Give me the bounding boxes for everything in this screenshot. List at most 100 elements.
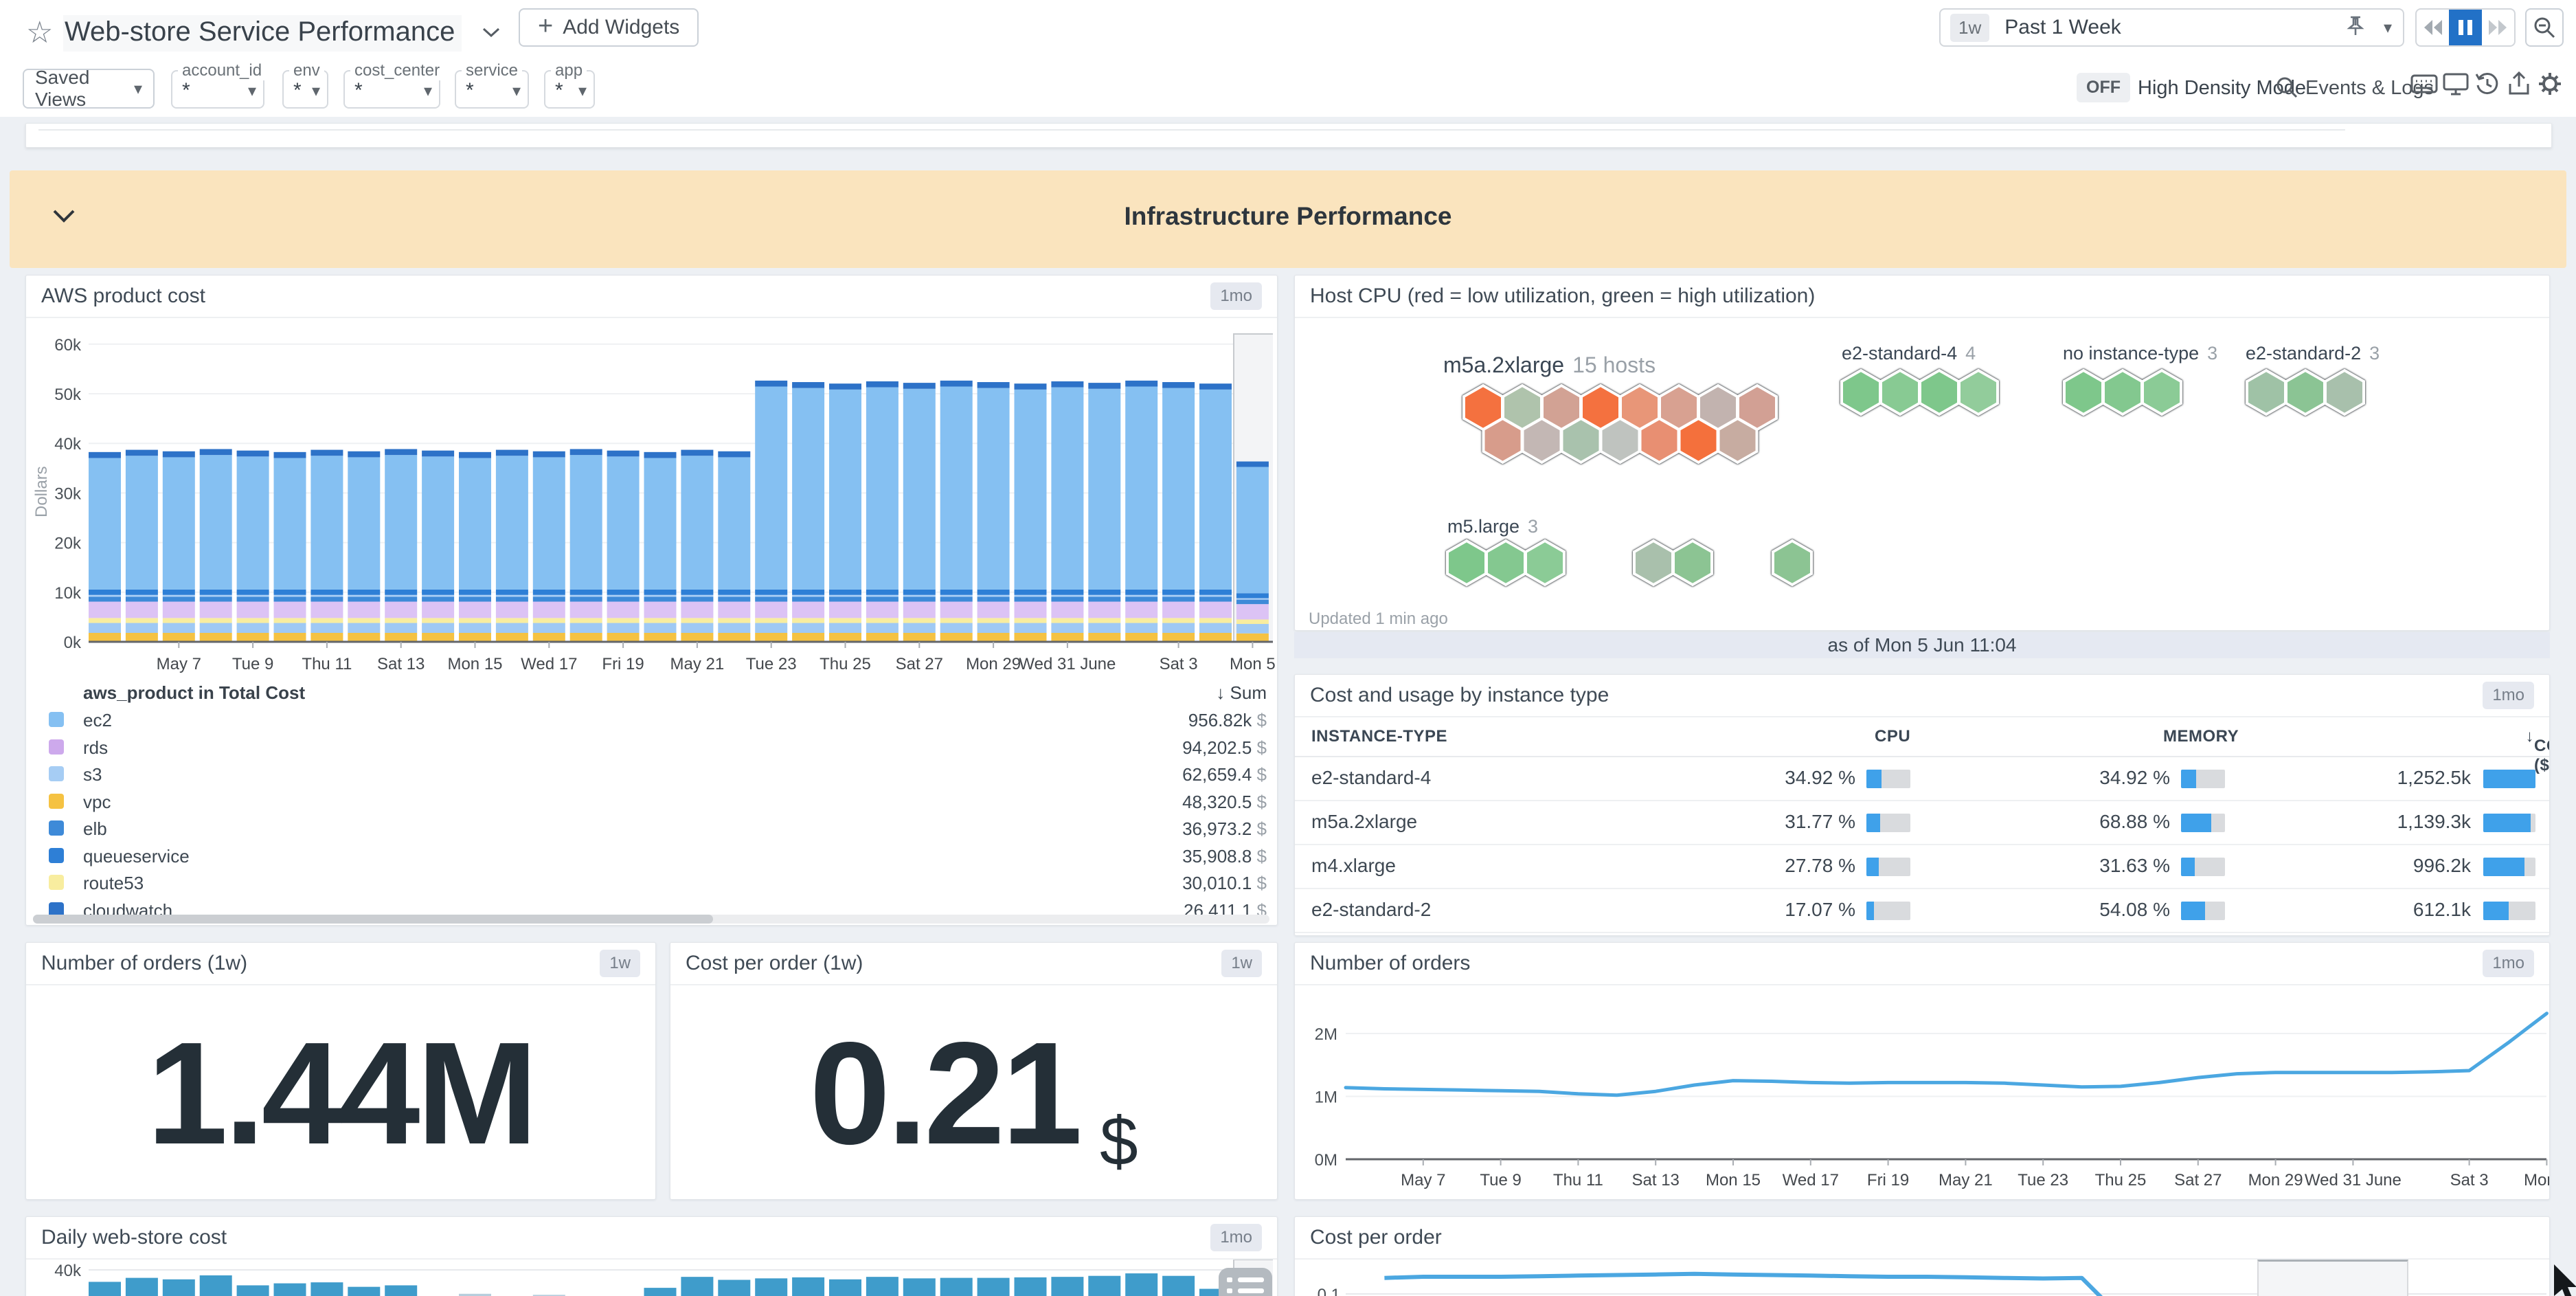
host-cpu-hexmap[interactable]: m5a.2xlarge15 hostse2-standard-44no inst… — [1295, 276, 2549, 630]
svg-text:Wed 31 June: Wed 31 June — [2305, 1171, 2402, 1189]
hex-cluster[interactable] — [1770, 538, 1837, 590]
widget-cost-usage-table[interactable]: Cost and usage by instance type 1mo INST… — [1294, 674, 2550, 936]
legend-row[interactable]: rds94,202.5 $ — [26, 735, 1277, 762]
timeframe-badge: 1w — [600, 950, 640, 977]
host-hexagon[interactable] — [1526, 541, 1564, 585]
legend-value: 35,908.8 $ — [1182, 846, 1267, 867]
legend-row[interactable]: ec2956.82k $ — [26, 707, 1277, 735]
daily-cost-chart[interactable]: 40k — [26, 1260, 1278, 1296]
host-hexagon[interactable] — [2325, 370, 2364, 414]
pause-button[interactable] — [2449, 10, 2481, 45]
pin-icon[interactable] — [2345, 14, 2366, 41]
widget-number-of-orders-1w[interactable]: Number of orders (1w) 1w 1.44M — [25, 942, 656, 1200]
legend-row[interactable]: route5330,010.1 $ — [26, 870, 1277, 897]
widget-number-of-orders-1mo[interactable]: Number of orders 1mo 0M1M2MMay 7Tue 9Thu… — [1294, 942, 2550, 1200]
host-hexagon[interactable] — [2286, 370, 2325, 414]
widget-daily-web-store-cost[interactable]: Daily web-store cost 1mo 40k — [25, 1216, 1278, 1296]
section-infrastructure-performance[interactable]: Infrastructure Performance — [10, 170, 2566, 268]
svg-text:Wed 31 June: Wed 31 June — [1019, 655, 1116, 673]
tv-mode-icon[interactable] — [2443, 71, 2469, 100]
gear-icon[interactable] — [2538, 71, 2562, 100]
host-hexagon[interactable] — [1773, 541, 1811, 585]
host-hexagon[interactable] — [1719, 418, 1757, 462]
legend-scrollbar[interactable] — [33, 915, 1269, 924]
host-hexagon[interactable] — [1842, 370, 1880, 414]
host-hexagon[interactable] — [1680, 418, 1718, 462]
host-hexagon[interactable] — [1523, 418, 1561, 462]
keyboard-shortcuts-icon[interactable] — [2410, 71, 2438, 98]
col-cpu[interactable]: CPU — [1875, 727, 1910, 746]
host-hexagon[interactable] — [2064, 370, 2103, 414]
host-hexagon[interactable] — [1487, 541, 1525, 585]
zoom-out-button[interactable] — [2525, 8, 2564, 47]
widget-cost-per-order-1mo[interactable]: Cost per order 0.1 — [1294, 1216, 2550, 1296]
widget-aws-product-cost[interactable]: AWS product cost 1mo 0k10k20k30k40k50k60… — [25, 275, 1278, 926]
hex-cluster[interactable] — [1631, 538, 1737, 590]
forward-button[interactable] — [2482, 10, 2514, 45]
time-range-caret-icon[interactable]: ▾ — [2384, 18, 2392, 38]
legend-sum-header[interactable]: ↓ Sum — [1216, 682, 1267, 704]
template-var-env[interactable]: env * ▾ — [282, 70, 328, 109]
table-row[interactable] — [1295, 933, 2549, 936]
legend-row[interactable]: vpc48,320.5 $ — [26, 789, 1277, 816]
svg-text:Wed 17: Wed 17 — [1783, 1171, 1839, 1189]
updated-timestamp: Updated 1 min ago — [1309, 610, 1448, 629]
host-hexagon[interactable] — [1920, 370, 1958, 414]
usage-bar — [2181, 814, 2225, 832]
host-hexagon[interactable] — [1447, 541, 1486, 585]
cell-instance-type: e2-standard-4 — [1311, 767, 1431, 789]
add-widgets-button[interactable]: + Add Widgets — [519, 8, 699, 47]
hex-cluster[interactable] — [1445, 538, 1590, 590]
table-row[interactable]: m5a.2xlarge31.77 %68.88 %1,139.3k — [1295, 801, 2549, 845]
table-row[interactable]: e2-standard-434.92 %34.92 %1,252.5k — [1295, 757, 2549, 801]
legend-row[interactable]: queueservice35,908.8 $ — [26, 843, 1277, 871]
host-hexagon[interactable] — [2247, 370, 2285, 414]
hex-cluster[interactable] — [1461, 383, 1802, 468]
table-row[interactable]: m4.xlarge27.78 %31.63 %996.2k — [1295, 845, 2549, 889]
hex-cluster[interactable] — [2244, 368, 2389, 420]
template-var-service[interactable]: service * ▾ — [455, 70, 529, 109]
col-instance-type[interactable]: INSTANCE-TYPE — [1311, 727, 1447, 746]
dashboard-page: ☆ Web-store Service Performance + Add Wi… — [0, 0, 2576, 1296]
high-density-toggle[interactable]: OFF — [2077, 73, 2130, 102]
chart-options-button[interactable] — [1219, 1268, 1272, 1296]
host-hexagon[interactable] — [1562, 418, 1601, 462]
section-title: Infrastructure Performance — [10, 202, 2566, 231]
template-var-account-id[interactable]: account_id * ▾ — [171, 70, 264, 109]
rewind-button[interactable] — [2417, 10, 2449, 45]
favorite-star-icon[interactable]: ☆ — [26, 15, 53, 50]
saved-views-button[interactable]: Saved Views ▾ — [23, 69, 155, 109]
as-of-strip: as of Mon 5 Jun 11:04 — [1294, 632, 2550, 658]
title-chevron-down-icon[interactable] — [481, 26, 501, 42]
legend-row[interactable]: elb36,973.2 $ — [26, 816, 1277, 843]
history-icon[interactable] — [2475, 71, 2500, 100]
host-hexagon[interactable] — [1673, 541, 1712, 585]
host-hexagon[interactable] — [1601, 418, 1640, 462]
template-var-app[interactable]: app * ▾ — [544, 70, 595, 109]
caret-down-icon: ▾ — [512, 81, 521, 101]
host-hexagon[interactable] — [2103, 370, 2142, 414]
hex-cluster[interactable] — [2061, 368, 2206, 420]
hex-cluster[interactable] — [1839, 368, 2023, 420]
legend-row[interactable]: s362,659.4 $ — [26, 761, 1277, 789]
widget-title: Cost per order — [1310, 1226, 1442, 1249]
time-range-picker[interactable]: 1w Past 1 Week ▾ — [1939, 8, 2404, 47]
time-playback-controls — [2415, 8, 2516, 47]
template-var-cost-center[interactable]: cost_center * ▾ — [343, 70, 440, 109]
host-hexagon[interactable] — [2143, 370, 2181, 414]
table-row[interactable]: e2-standard-217.07 %54.08 %612.1k — [1295, 889, 2549, 933]
orders-line-chart[interactable]: 0M1M2MMay 7Tue 9Thu 11Sat 13Mon 15Wed 17… — [1295, 985, 2550, 1200]
col-memory[interactable]: MEMORY — [2163, 727, 2239, 746]
host-hexagon[interactable] — [1634, 541, 1673, 585]
share-icon[interactable] — [2507, 71, 2531, 100]
search-icon[interactable] — [2275, 76, 2298, 102]
col-cost[interactable]: ↓ COST ($) — [2526, 727, 2535, 746]
host-hexagon[interactable] — [1484, 418, 1522, 462]
host-hexagon[interactable] — [1640, 418, 1679, 462]
widget-cost-per-order-1w[interactable]: Cost per order (1w) 1w 0.21 $ — [670, 942, 1278, 1200]
widget-title: Daily web-store cost — [41, 1226, 227, 1249]
host-hexagon[interactable] — [1959, 370, 1998, 414]
aws-cost-chart[interactable]: 0k10k20k30k40k50k60kDollarsMay 7Tue 9Thu… — [26, 318, 1278, 681]
widget-host-cpu[interactable]: Host CPU (red = low utilization, green =… — [1294, 275, 2550, 631]
host-hexagon[interactable] — [1881, 370, 1919, 414]
